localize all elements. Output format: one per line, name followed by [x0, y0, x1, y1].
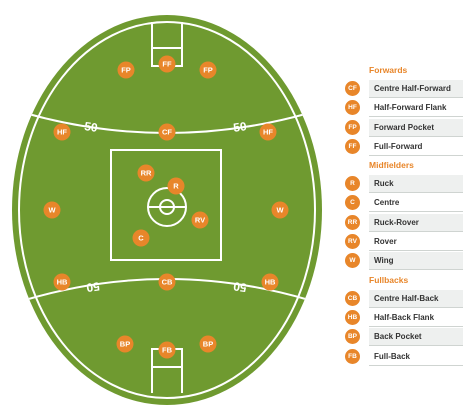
legend-label: Ruck-Rover: [369, 213, 463, 232]
position-marker-fp: [199, 61, 217, 79]
position-marker-cb: [158, 273, 176, 291]
position-marker-ff: [158, 55, 176, 73]
legend-item: C Centre: [343, 193, 463, 213]
legend-label: Half-Back Flank: [369, 308, 463, 327]
position-marker-hf: [53, 123, 71, 141]
legend-badge-hf: HF: [345, 100, 360, 116]
position-marker-r: [167, 177, 185, 195]
position-code-fb: FB: [162, 346, 173, 355]
position-code-fp: FP: [203, 66, 213, 75]
position-code-bp: BP: [120, 340, 130, 349]
position-marker-fp: [117, 61, 135, 79]
field-oval: [12, 15, 322, 405]
fifty-label-top-right: 50: [232, 119, 247, 135]
position-code-w: W: [276, 206, 284, 215]
position-marker-hb: [53, 273, 71, 291]
position-code-bp: BP: [203, 340, 213, 349]
legend-label: Half-Forward Flank: [369, 99, 463, 118]
legend-badge-fp: FP: [345, 119, 360, 135]
legend-badge-c: C: [345, 195, 360, 211]
boundary-line: [18, 21, 316, 399]
position-marker-w: [43, 201, 61, 219]
legend-badge-r: R: [345, 176, 360, 192]
position-code-ff: FF: [162, 60, 172, 69]
legend-item: HF Half-Forward Flank: [343, 98, 463, 118]
legend-label: Full-Back: [369, 347, 463, 366]
fifty-label-bottom-left: 50: [85, 279, 100, 295]
legend-badge-hb: HB: [345, 309, 360, 325]
legend-badge-cf: CF: [345, 81, 360, 96]
position-code-cf: CF: [162, 128, 172, 137]
legend-label: Back Pocket: [369, 328, 463, 347]
position-marker-w: [271, 201, 289, 219]
position-code-hb: HB: [57, 278, 68, 287]
legend-badge-rr: RR: [345, 214, 360, 230]
legend-label: Full-Forward: [369, 137, 463, 156]
legend-item: HB Half-Back Flank: [343, 308, 463, 327]
position-marker-fb: [158, 341, 176, 359]
legend-badge-ff: FF: [345, 138, 360, 154]
position-code-hf: HF: [57, 128, 67, 137]
legend-item: FB Full-Back: [343, 347, 463, 366]
legend-badge-cb: CB: [345, 290, 360, 306]
position-code-cb: CB: [162, 278, 173, 287]
legend-badge-w: W: [345, 253, 360, 269]
legend-item: FF Full-Forward: [343, 137, 463, 156]
legend-badge-rv: RV: [345, 234, 360, 250]
fifty-label-top-left: 50: [83, 119, 98, 135]
position-code-c: C: [138, 234, 144, 243]
legend-label: Centre Half-Back: [369, 289, 463, 308]
legend-item: FP Forward Pocket: [343, 118, 463, 137]
position-marker-c: [132, 229, 150, 247]
position-marker-rr: [137, 164, 155, 182]
legend-item: W Wing: [343, 251, 463, 271]
legend-label: Rover: [369, 233, 463, 252]
legend-item: R Ruck: [343, 174, 463, 194]
legend-item: CB Centre Half-Back: [343, 289, 463, 308]
position-code-rr: RR: [141, 169, 152, 178]
position-marker-bp: [199, 335, 217, 353]
legend-label: Wing: [369, 252, 463, 271]
legend-badge-bp: BP: [345, 329, 360, 345]
position-code-w: W: [48, 206, 56, 215]
legend-item: BP Back Pocket: [343, 327, 463, 347]
legend-item: RR Ruck-Rover: [343, 213, 463, 232]
legend-heading-fullbacks: Fullbacks: [369, 274, 409, 285]
legend-item: CF Centre Half-Forward: [343, 79, 463, 98]
legend-item: RV Rover: [343, 232, 463, 252]
position-marker-rv: [191, 211, 209, 229]
legend-heading-forwards: Forwards: [369, 65, 408, 75]
legend-badge-fb: FB: [345, 348, 360, 364]
position-code-hf: HF: [263, 128, 273, 137]
position-code-fp: FP: [121, 66, 131, 75]
position-marker-hb: [261, 273, 279, 291]
legend-label: Forward Pocket: [369, 118, 463, 137]
legend-label: Centre: [369, 194, 463, 213]
centre-square: [110, 149, 222, 261]
position-marker-cf: [158, 123, 176, 141]
position-code-rv: RV: [195, 216, 205, 225]
position-marker-hf: [259, 123, 277, 141]
position-code-hb: HB: [265, 278, 276, 287]
position-code-r: R: [173, 182, 179, 191]
position-legend: Forwards CF Centre Half-Forward HF Half-Forw…: [343, 61, 463, 366]
legend-heading-midfielders: Midfielders: [369, 160, 414, 171]
legend-label: Centre Half-Forward: [369, 80, 463, 98]
legend-label: Ruck: [369, 175, 463, 194]
position-marker-bp: [116, 335, 134, 353]
fifty-label-bottom-right: 50: [232, 279, 247, 295]
